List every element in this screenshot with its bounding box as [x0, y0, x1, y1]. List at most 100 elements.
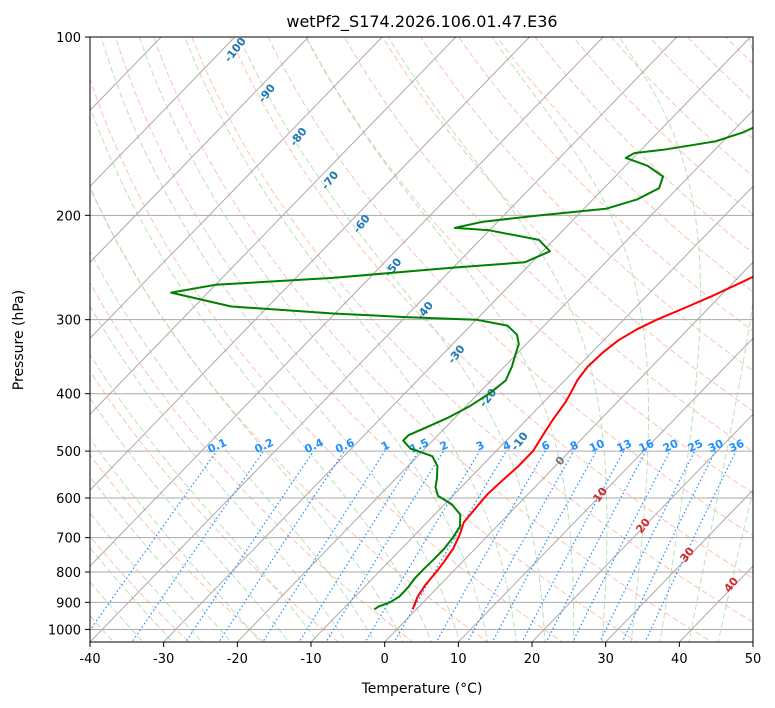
y-tick-label: 700 [56, 532, 81, 547]
mixing-ratio-line [364, 450, 481, 642]
y-tick-label: 600 [56, 492, 81, 507]
isotherm-line [90, 37, 310, 263]
dry-adiabat [381, 37, 753, 412]
moist-adiabat [90, 581, 144, 642]
mixing-ratio-label: 36 [727, 437, 747, 455]
isotherm-line [752, 641, 753, 642]
y-tick-label: 800 [56, 566, 81, 581]
mixing-ratio-line [572, 450, 671, 642]
dry-adiabat [420, 37, 753, 372]
isotherm-line [236, 109, 753, 642]
dry-adiabat [90, 186, 489, 642]
dry-adiabat [90, 281, 414, 642]
moist-adiabat [491, 37, 649, 642]
moist-adiabat [90, 547, 174, 642]
moist-adiabat-label: 20 [633, 516, 653, 536]
mixing-ratio-line [262, 450, 386, 642]
isotherm-line [531, 413, 753, 642]
dry-adiabat [610, 37, 753, 178]
x-axis-title: Temperature (°C) [361, 681, 483, 697]
isotherm-line [90, 37, 678, 642]
mixing-ratio-label: 1.5 [408, 436, 431, 456]
mixing-ratio-line [491, 450, 597, 642]
mixing-ratio-line [185, 450, 314, 642]
moist-adiabat [90, 512, 203, 642]
dry-adiabat [90, 77, 564, 642]
dry-adiabat [115, 37, 638, 642]
moist-adiabat [90, 437, 261, 642]
dry-adiabat [90, 535, 190, 642]
mixing-ratio-label: 13 [615, 437, 634, 455]
mixing-ratio-label: 16 [637, 437, 657, 455]
moist-adiabat [90, 475, 232, 642]
isotherm-line [90, 37, 457, 415]
x-tick-label: -40 [79, 652, 100, 667]
moist-adiabat [90, 250, 376, 642]
isotherm-label: -90 [256, 81, 279, 105]
moist-adiabat [184, 37, 517, 642]
plot-frame [89, 36, 754, 643]
dry-adiabat [305, 37, 753, 494]
dry-adiabat [191, 37, 753, 623]
mixing-ratio-line [599, 450, 696, 642]
isotherm-line [604, 489, 753, 642]
x-tick-label: 0 [381, 652, 389, 667]
dry-adiabat [737, 10, 775, 654]
dry-adiabat [572, 37, 753, 216]
mixing-ratio-line [218, 450, 345, 642]
mixing-ratio-label: 25 [686, 437, 705, 455]
x-tick-label: 10 [450, 652, 467, 667]
dry-adiabat [153, 37, 713, 642]
temperature-profile-line [411, 275, 753, 610]
mixing-ratio-label: 0.2 [253, 436, 276, 456]
y-tick-label: 100 [56, 31, 81, 46]
isotherm-label: -50 [382, 255, 405, 279]
dewpoint-profile-line [170, 126, 753, 611]
mixing-ratio-label: 30 [706, 437, 726, 455]
y-axis-title: Pressure (hPa) [11, 290, 27, 390]
dry-adiabat [648, 37, 753, 140]
dry-adiabat [267, 37, 753, 537]
isotherm-line [90, 37, 604, 567]
moist-adiabat [238, 37, 546, 642]
dry-adiabat [458, 37, 753, 332]
isotherm-line [90, 37, 236, 188]
x-tick-label: 30 [597, 652, 614, 667]
dry-adiabat [534, 37, 753, 254]
grid-layer: 0.1 0.2 0.4 0.6 1 1.5 2 3 4 6 8 10 13 16 20 25 30 36-100-… [90, 10, 775, 654]
moist-adiabat [100, 37, 461, 642]
y-tick-label: 1000 [48, 623, 81, 638]
dry-adiabat [496, 37, 753, 293]
moist-adiabat [90, 397, 290, 642]
y-tick-label: 300 [56, 314, 81, 329]
mixing-ratio-line [393, 450, 507, 642]
isotherm-line [162, 37, 752, 642]
mixing-ratio-label: 10 [587, 437, 607, 455]
y-tick-label: 200 [56, 209, 81, 224]
mixing-ratio-line [435, 450, 546, 642]
mixing-ratio-label: 20 [661, 437, 681, 455]
x-tick-label: -10 [300, 652, 321, 667]
isotherm-line [90, 37, 531, 491]
y-tick-label: 400 [56, 388, 81, 403]
isotherm-label: -70 [319, 168, 342, 192]
isotherm-line [383, 261, 753, 642]
y-tick-label: 900 [56, 596, 81, 611]
moist-adiabat [90, 185, 404, 642]
tick-layer: -40 -30 -20 -10 0 10 20 30 40 50 100 200 300 400 500 60… [48, 31, 761, 667]
mixing-ratio-line [621, 450, 716, 642]
series-layer [170, 126, 753, 611]
isotherm-line [90, 37, 162, 112]
y-tick-label: 500 [56, 445, 81, 460]
isotherm-label: -80 [287, 125, 310, 149]
mixing-ratio-line [131, 450, 265, 642]
isotherm-line [457, 337, 753, 642]
x-tick-label: -20 [227, 652, 248, 667]
x-tick-label: 40 [671, 652, 688, 667]
dry-adiabat [343, 37, 753, 453]
mixing-ratio-label: 0.1 [206, 436, 229, 456]
x-tick-label: 50 [745, 652, 762, 667]
moist-adiabat-label: 10 [590, 485, 610, 505]
mixing-ratio-line [521, 450, 625, 642]
